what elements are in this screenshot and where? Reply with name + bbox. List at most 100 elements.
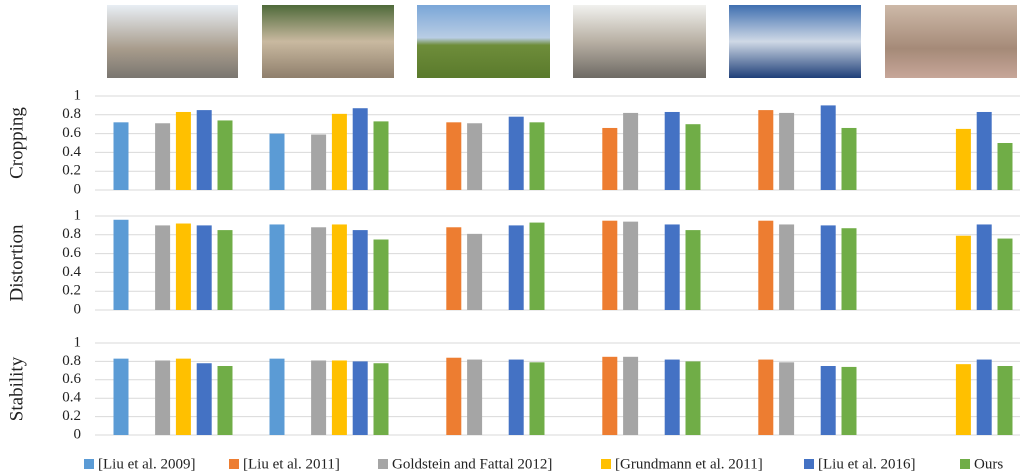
bar: [955, 235, 971, 310]
y-tick-label: 0.4: [62, 264, 81, 280]
bar: [155, 123, 171, 190]
bar: [331, 113, 347, 190]
bar: [602, 356, 618, 435]
thumbnail: [417, 5, 550, 78]
legend-label: [Grundmann et al. 2011]: [615, 456, 763, 472]
legend-swatch: [804, 459, 814, 469]
bar: [467, 123, 483, 190]
bar: [269, 224, 285, 310]
bar: [196, 225, 212, 310]
bar: [311, 360, 327, 435]
bar: [779, 362, 795, 435]
bar: [997, 143, 1013, 190]
y-axis-title: Cropping: [6, 107, 27, 179]
thumbnail: [107, 5, 238, 78]
bar: [685, 361, 701, 435]
bar: [623, 221, 639, 310]
bar: [311, 134, 327, 190]
bar: [955, 128, 971, 190]
bar: [352, 108, 368, 190]
bar: [196, 110, 212, 190]
y-tick-label: 0.8: [62, 106, 81, 122]
bar: [758, 359, 774, 435]
bar: [841, 366, 857, 435]
bar: [113, 122, 129, 190]
y-tick-label: 1: [74, 334, 82, 350]
bar: [820, 366, 836, 435]
bar: [623, 356, 639, 435]
bar: [997, 366, 1013, 435]
y-tick-label: 0: [74, 301, 82, 317]
bar: [779, 224, 795, 310]
y-tick-label: 0.4: [62, 390, 81, 406]
bar: [758, 220, 774, 310]
bar: [373, 121, 389, 190]
legend-swatch: [601, 459, 611, 469]
bar: [311, 227, 327, 310]
bar: [155, 225, 171, 310]
y-tick-label: 0.2: [62, 408, 81, 424]
bar: [175, 111, 191, 190]
y-tick-label: 1: [74, 87, 82, 103]
bar: [467, 233, 483, 310]
bar: [685, 124, 701, 190]
bar: [955, 364, 971, 435]
bar: [113, 219, 129, 310]
bar: [113, 358, 129, 435]
bar: [529, 222, 545, 310]
bar: [352, 361, 368, 435]
bar: [602, 220, 618, 310]
legend-swatch: [229, 459, 239, 469]
bar: [352, 230, 368, 310]
y-tick-label: 0: [74, 181, 82, 197]
bar: [779, 112, 795, 190]
y-axis-title: Stability: [6, 356, 27, 421]
bar: [446, 227, 462, 310]
bar: [331, 224, 347, 310]
thumbnail: [262, 5, 394, 78]
bar: [217, 120, 233, 190]
y-tick-label: 1: [74, 207, 82, 223]
bar: [841, 228, 857, 310]
y-axis-title: Distortion: [6, 224, 27, 302]
y-tick-label: 0.8: [62, 353, 81, 369]
legend-label: Goldstein and Fattal 2012]: [392, 456, 552, 472]
legend-swatch: [84, 459, 94, 469]
bar: [446, 122, 462, 190]
bar: [976, 224, 992, 310]
bar: [217, 366, 233, 435]
thumbnail: [885, 5, 1017, 78]
bar: [175, 223, 191, 310]
legend-label: [Liu et al. 2011]: [243, 456, 340, 472]
thumbnail: [729, 5, 861, 78]
y-tick-label: 0.6: [62, 245, 81, 261]
bar: [373, 239, 389, 310]
bar: [446, 357, 462, 435]
bar: [664, 111, 680, 190]
bar: [664, 359, 680, 435]
legend-swatch: [378, 459, 388, 469]
bar: [331, 360, 347, 435]
bar: [217, 230, 233, 310]
bar: [508, 359, 524, 435]
y-tick-label: 0.2: [62, 283, 81, 299]
bar: [373, 363, 389, 435]
bar: [841, 127, 857, 190]
bar: [820, 225, 836, 310]
legend-swatch: [960, 459, 970, 469]
bar: [685, 230, 701, 310]
y-tick-label: 0.6: [62, 125, 81, 141]
bar: [623, 112, 639, 190]
legend-label: [Liu et al. 2009]: [98, 456, 195, 472]
bar: [664, 224, 680, 310]
legend-label: [Liu et al. 2016]: [818, 456, 915, 472]
thumbnail: [573, 5, 706, 78]
bar: [467, 359, 483, 435]
bar: [155, 360, 171, 435]
bar: [820, 105, 836, 190]
y-tick-label: 0.8: [62, 226, 81, 242]
bar: [269, 133, 285, 190]
bar: [175, 358, 191, 435]
bar: [269, 358, 285, 435]
